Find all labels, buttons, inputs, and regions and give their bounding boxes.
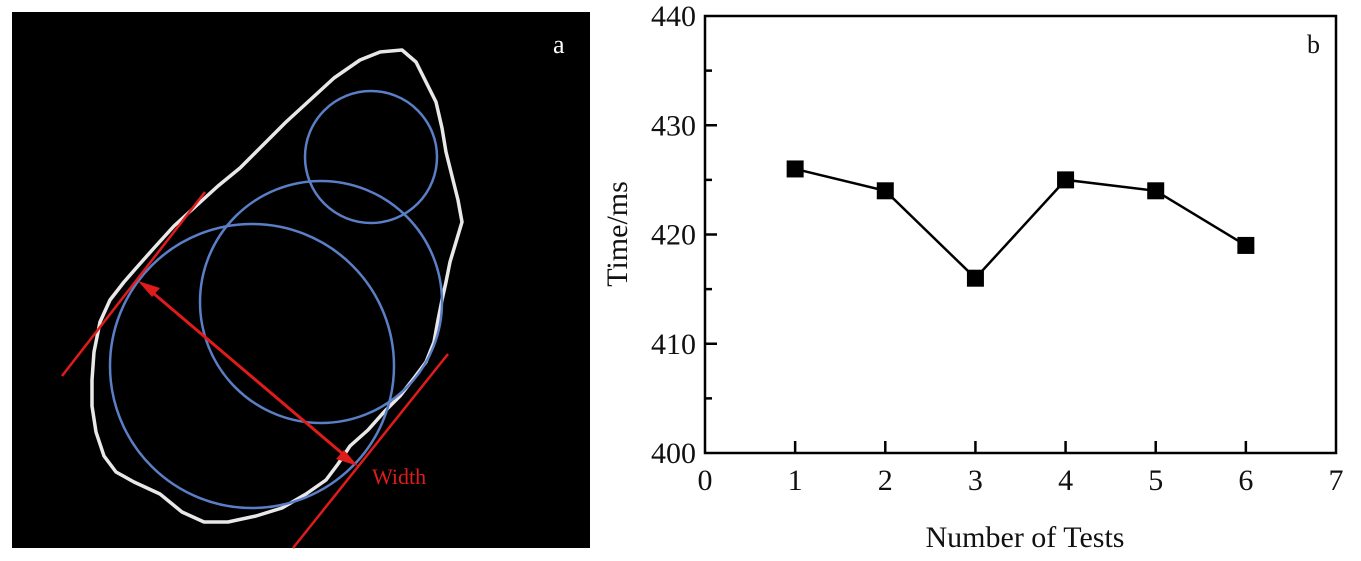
x-tick-label: 4 [1058, 464, 1073, 497]
x-tick-label: 7 [1329, 464, 1344, 497]
panel-b-letter: b [1307, 30, 1320, 59]
x-axis-label: Number of Tests [926, 521, 1125, 554]
data-point-marker [1057, 171, 1075, 189]
x-tick-label: 6 [1238, 464, 1253, 497]
width-annotation: Width [372, 464, 426, 489]
width-arrowhead-end [336, 450, 358, 466]
width-arrow [145, 285, 351, 462]
series-layer [786, 160, 1255, 287]
y-tick-label: 440 [651, 0, 696, 33]
tangent-line-left [61, 191, 206, 377]
y-tick-label: 430 [651, 109, 696, 142]
data-point-marker [876, 182, 894, 200]
plot-frame [703, 14, 1338, 455]
panel-a-letter: a [553, 30, 565, 59]
width-arrowhead-start [138, 281, 160, 297]
data-point-marker [786, 160, 804, 178]
tangent-line-right [292, 353, 449, 549]
y-axis-ticks: 400 410 420 430 440 [651, 0, 717, 470]
panel-a-background [12, 12, 590, 548]
x-tick-label: 2 [878, 464, 893, 497]
x-axis-ticks: 0 1 2 3 4 5 6 7 [698, 441, 1344, 497]
data-point-marker [966, 269, 984, 287]
series-line [794, 167, 1247, 280]
y-tick-label: 410 [651, 328, 696, 361]
x-tick-label: 5 [1148, 464, 1163, 497]
small-circle [303, 89, 439, 225]
large-circle [108, 222, 396, 510]
particle-contour [90, 48, 464, 524]
y-tick-label: 420 [651, 219, 696, 252]
panel-a-image: Width a [12, 12, 590, 549]
x-tick-label: 0 [698, 464, 713, 497]
data-point-marker [1237, 236, 1255, 254]
x-tick-label: 3 [968, 464, 983, 497]
medium-circle [198, 179, 444, 425]
y-axis-label: Time/ms [601, 181, 634, 287]
data-point-marker [1147, 182, 1165, 200]
y-tick-label: 400 [651, 437, 696, 470]
x-tick-label: 1 [788, 464, 803, 497]
